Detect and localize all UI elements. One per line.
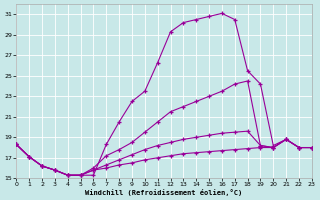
X-axis label: Windchill (Refroidissement éolien,°C): Windchill (Refroidissement éolien,°C) (85, 189, 243, 196)
